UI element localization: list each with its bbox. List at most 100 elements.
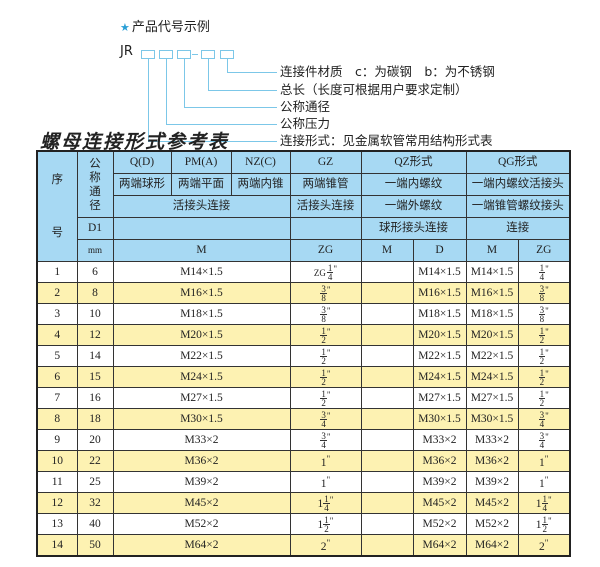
cell-no: 13 bbox=[36, 513, 78, 535]
table-row: 5 14 M22×1.5 1 2 " M22×1.5 M22×1.5 1 2 " bbox=[36, 345, 571, 367]
header-cell: 一端外螺纹 bbox=[360, 195, 467, 218]
cell-qz-d: M64×2 bbox=[412, 534, 467, 557]
cell-no: 3 bbox=[36, 303, 78, 325]
cell-d1: 22 bbox=[76, 450, 114, 472]
header-cell bbox=[289, 217, 362, 240]
denominator: 4 bbox=[539, 272, 545, 283]
cell-qz-d: M52×2 bbox=[412, 513, 467, 535]
inch-mark: " bbox=[545, 347, 549, 358]
denominator: 4 bbox=[542, 503, 548, 514]
zg-whole: 2 bbox=[320, 540, 327, 553]
cell-qz-m bbox=[360, 366, 414, 388]
header-cell: ZG bbox=[289, 239, 362, 262]
denominator: 2 bbox=[542, 524, 548, 535]
cell-d1: 10 bbox=[76, 303, 114, 325]
numerator: 1 bbox=[320, 326, 327, 337]
zg-whole: 1 bbox=[317, 497, 324, 510]
cell-qg-zg: 1 2 " bbox=[517, 387, 571, 409]
code-box bbox=[220, 50, 234, 59]
cell-no: 9 bbox=[36, 429, 78, 451]
inch-mark: " bbox=[326, 474, 331, 485]
zg-prefix: ZG bbox=[313, 267, 326, 278]
cell-zg: 1 1 4 " bbox=[289, 492, 362, 514]
header-cell: 活接头连接 bbox=[289, 195, 362, 218]
zg-whole: 1 bbox=[317, 518, 324, 531]
inch-mark: " bbox=[326, 326, 331, 337]
denominator: 2 bbox=[539, 398, 545, 409]
cell-qz-d: M22×1.5 bbox=[412, 345, 467, 367]
header-cell: 活接头连接 bbox=[112, 195, 291, 218]
cell-zg: 3 8 " bbox=[289, 303, 362, 325]
cell-qg-m: M22×1.5 bbox=[465, 345, 519, 367]
header-cell: 两端内锥 bbox=[230, 173, 291, 196]
numerator: 1 bbox=[538, 389, 546, 400]
nut-connection-table: 序号 公称通径 Q(D) PM(A) NZ(C) GZ QZ形式 QG形式 两端… bbox=[36, 150, 571, 557]
header-cell: GZ bbox=[289, 150, 362, 174]
table-row: 10 22 M36×2 1" M36×2 M36×2 1" bbox=[36, 450, 571, 472]
cell-m: M20×1.5 bbox=[112, 324, 291, 346]
cell-qz-d: M45×2 bbox=[412, 492, 467, 514]
cell-qg-zg: 1 4 " bbox=[517, 261, 571, 283]
cell-no: 6 bbox=[36, 366, 78, 388]
cell-qg-zg: 3 4 " bbox=[517, 429, 571, 451]
cell-qg-m: M45×2 bbox=[465, 492, 519, 514]
table-row: 12 32 M45×2 1 1 4 " M45×2 M45×2 1 1 4 " bbox=[36, 492, 571, 514]
cell-qg-zg: 1 1 4 " bbox=[517, 492, 571, 514]
denominator: 4 bbox=[324, 503, 329, 514]
inch-mark: " bbox=[544, 453, 549, 464]
desc-pressure: 公称压力 bbox=[280, 116, 331, 131]
denominator: 4 bbox=[539, 440, 545, 451]
zg-whole: 1 bbox=[535, 518, 542, 531]
cell-no: 11 bbox=[36, 471, 78, 493]
cell-qz-m bbox=[360, 345, 414, 367]
cell-zg: 3 4 " bbox=[289, 429, 362, 451]
inch-mark: " bbox=[544, 537, 549, 548]
header-cell: M bbox=[112, 239, 291, 262]
cell-m: M24×1.5 bbox=[112, 366, 291, 388]
cell-qz-m bbox=[360, 303, 414, 325]
inch-mark: " bbox=[545, 284, 549, 295]
cell-d1: 14 bbox=[76, 345, 114, 367]
cell-qz-d: M27×1.5 bbox=[412, 387, 467, 409]
cell-m: M16×1.5 bbox=[112, 282, 291, 304]
inch-mark: " bbox=[333, 263, 338, 274]
legend-title: ★ 产品代号示例 bbox=[120, 16, 210, 35]
cell-qg-m: M30×1.5 bbox=[465, 408, 519, 430]
table-row: 9 20 M33×2 3 4 " M33×2 M33×2 3 4 " bbox=[36, 429, 571, 451]
cell-qg-m: M16×1.5 bbox=[465, 282, 519, 304]
inch-mark: " bbox=[326, 305, 331, 316]
cell-qg-m: M52×2 bbox=[465, 513, 519, 535]
cell-qz-m bbox=[360, 282, 414, 304]
denominator: 4 bbox=[321, 440, 326, 451]
cell-qz-d: M16×1.5 bbox=[412, 282, 467, 304]
cell-zg: 1 2 " bbox=[289, 324, 362, 346]
cell-d1: 50 bbox=[76, 534, 114, 557]
cell-qg-zg: 3 8 " bbox=[517, 303, 571, 325]
cell-qg-zg: 1" bbox=[517, 471, 571, 493]
numerator: 3 bbox=[320, 431, 327, 442]
cell-qg-m: M24×1.5 bbox=[465, 366, 519, 388]
numerator: 3 bbox=[320, 410, 327, 421]
header-cell: 两端球形 bbox=[112, 173, 172, 196]
cell-m: M30×1.5 bbox=[112, 408, 291, 430]
denominator: 2 bbox=[321, 356, 326, 367]
cell-qz-d: M18×1.5 bbox=[412, 303, 467, 325]
cell-d1: 16 bbox=[76, 387, 114, 409]
header-seq: 序号 bbox=[36, 150, 78, 262]
cell-m: M18×1.5 bbox=[112, 303, 291, 325]
cell-m: M45×2 bbox=[112, 492, 291, 514]
table-row: 6 15 M24×1.5 1 2 " M24×1.5 M24×1.5 1 2 " bbox=[36, 366, 571, 388]
header-nominal: 公称通径 bbox=[76, 150, 114, 218]
